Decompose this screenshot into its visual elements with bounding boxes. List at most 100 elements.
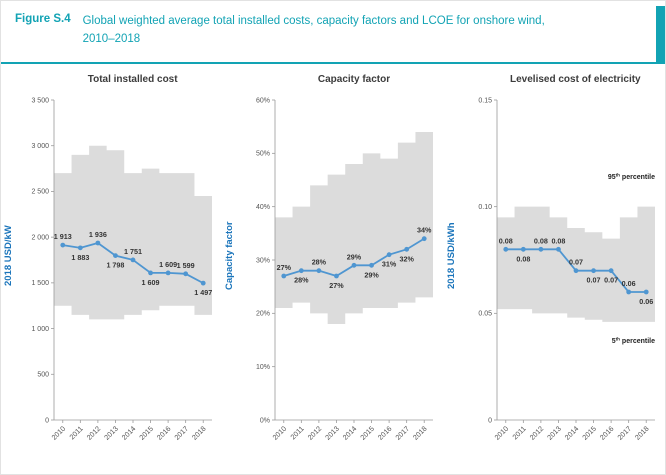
y-tick-label: 40% — [256, 204, 270, 211]
x-tick-label: 2012 — [306, 424, 324, 442]
data-point-label: 31% — [382, 260, 397, 269]
data-point — [369, 262, 375, 268]
y-axis-label-lcoe: 2018 USD/kWh — [445, 222, 457, 290]
data-point-label: 0.06 — [639, 297, 653, 306]
x-tick-label: 2015 — [359, 424, 377, 442]
x-tick-label: 2010 — [50, 424, 68, 442]
x-tick-label: 2012 — [527, 424, 545, 442]
panel-body-lcoe: 2018 USD/kWh 0 0.05 0.10 0.15 2010 2011 2012 20… — [444, 88, 665, 474]
y-tick-label: 0.15 — [478, 97, 492, 104]
y-tick-label: 3 500 — [31, 97, 49, 104]
x-tick-label: 2015 — [137, 424, 155, 442]
y-tick-label: 500 — [37, 372, 49, 379]
data-point-label: 0.08 — [551, 236, 565, 245]
x-tick-label: 2011 — [289, 424, 306, 441]
x-tick-label: 2016 — [598, 424, 616, 442]
y-tick-label: 30% — [256, 257, 270, 264]
data-point-label: 29% — [347, 252, 362, 261]
data-point-label: 1 798 — [106, 261, 124, 270]
percentile-band — [275, 132, 434, 324]
data-point — [316, 268, 322, 274]
y-axis-label-capacity-factor: Capacity factor — [224, 221, 236, 291]
figure-title: Global weighted average total installed … — [82, 15, 545, 45]
data-point — [334, 273, 340, 279]
data-point-label: 27% — [330, 281, 345, 290]
data-point-label: 0.07 — [586, 276, 600, 285]
data-point-label: 1 599 — [177, 261, 195, 270]
data-point — [643, 289, 649, 295]
y-tick-label: 0% — [260, 417, 270, 424]
x-tick-label: 2014 — [341, 424, 359, 442]
x-tick-label: 2011 — [67, 424, 84, 441]
data-point-label: 1 751 — [124, 247, 142, 256]
x-tick-label: 2013 — [102, 424, 120, 442]
x-tick-label: 2015 — [580, 424, 598, 442]
data-point-label: 0.06 — [621, 279, 635, 288]
y-tick-label: 10% — [256, 364, 270, 371]
figure-label: Figure S.4 — [15, 13, 71, 25]
x-tick-label: 2014 — [120, 424, 138, 442]
data-point — [200, 280, 206, 286]
data-point — [608, 268, 614, 274]
charts-row: Total installed cost 2018 USD/kW 0 500 1 0… — [1, 64, 665, 474]
data-point — [387, 252, 392, 258]
y-tick-label: 50% — [256, 151, 270, 158]
data-point — [183, 271, 189, 277]
data-point-label: 0.08 — [498, 236, 512, 245]
y-tick-label: 2 500 — [31, 189, 49, 196]
data-point-label: 1 913 — [54, 232, 72, 241]
x-tick-label: 2017 — [615, 424, 633, 442]
data-point-label: 27% — [277, 263, 292, 272]
x-tick-label: 2017 — [394, 424, 412, 442]
y-tick-label: 20% — [256, 311, 270, 318]
data-point — [422, 236, 427, 242]
data-point-label: 1 883 — [71, 253, 89, 262]
x-tick-label: 2013 — [545, 424, 563, 442]
data-point — [77, 245, 83, 251]
percentile-band — [496, 206, 655, 322]
percentile-annotation: 95th percentile — [608, 172, 655, 181]
data-point-label: 1 609 — [159, 260, 177, 269]
y-tick-label: 3 000 — [31, 143, 49, 150]
panel-body-capacity-factor: Capacity factor 0% 10% 20% 30% 40% 50% 60% 2010… — [222, 88, 443, 474]
y-tick-label: 60% — [256, 97, 270, 104]
data-point — [148, 270, 153, 276]
x-tick-label: 2010 — [271, 424, 289, 442]
x-tick-label: 2012 — [85, 424, 103, 442]
data-point-label: 28% — [312, 258, 327, 267]
data-point-label: 34% — [417, 226, 432, 235]
y-tick-label: 0.10 — [478, 204, 492, 211]
data-point-label: 0.08 — [516, 254, 530, 263]
percentile-band — [54, 145, 212, 320]
data-point-label: 1 936 — [89, 230, 107, 239]
y-tick-label: 0 — [488, 417, 492, 424]
x-tick-label: 2018 — [190, 424, 208, 442]
x-tick-label: 2010 — [492, 424, 510, 442]
data-point — [503, 246, 508, 252]
x-tick-label: 2018 — [633, 424, 651, 442]
panel-title-capacity-factor: Capacity factor — [317, 74, 391, 85]
data-point — [165, 270, 171, 276]
y-tick-label: 0 — [45, 417, 49, 424]
x-tick-label: 2016 — [376, 424, 394, 442]
data-point — [351, 262, 357, 268]
data-point — [573, 268, 579, 274]
data-point-label: 32% — [400, 254, 415, 263]
y-tick-label: 2 000 — [31, 234, 49, 241]
data-point — [625, 289, 631, 295]
panel-body-installed-cost: 2018 USD/kW 0 500 1 000 1 500 2 000 2 500 3 00… — [1, 88, 222, 474]
data-point — [60, 242, 66, 248]
percentile-annotation: 5th percentile — [611, 337, 654, 346]
data-point — [281, 273, 287, 279]
data-point — [538, 246, 543, 252]
data-point — [95, 240, 101, 246]
panel-lcoe: Levelised cost of electricity 2018 USD/k… — [444, 66, 665, 474]
panel-title-lcoe: Levelised cost of electricity — [510, 74, 641, 85]
capacity-factor-chart: 0% 10% 20% 30% 40% 50% 60% 2010 2011 2012 2013 2014… — [256, 97, 434, 442]
data-point-label: 28% — [294, 276, 309, 285]
data-point — [113, 253, 118, 259]
data-point-label: 1 497 — [194, 288, 212, 297]
header-accent-bar — [656, 6, 665, 62]
y-tick-label: 1 000 — [31, 326, 49, 333]
x-tick-label: 2018 — [411, 424, 429, 442]
